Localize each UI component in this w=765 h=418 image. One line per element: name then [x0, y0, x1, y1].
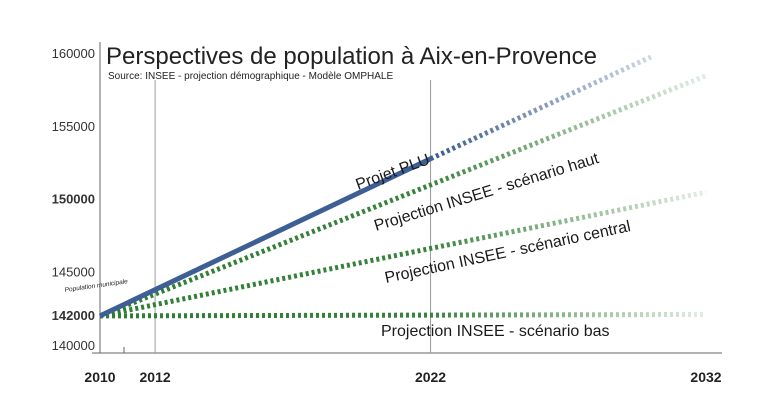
x-tick-label: 2010	[84, 369, 115, 385]
series-label-scenario-bas: Projection INSEE - scénario bas	[381, 323, 610, 340]
y-tick-label: 160000	[52, 46, 95, 61]
base-population-label: Population municipale	[64, 278, 128, 294]
x-tick-label: 2032	[690, 369, 721, 385]
axes	[92, 42, 722, 354]
series-layer	[98, 54, 707, 319]
series-extension-projet-plu	[429, 54, 652, 162]
series-line-projet-plu	[98, 156, 432, 319]
y-tick-label: 140000	[52, 338, 95, 353]
series-line-scenario-central	[99, 189, 707, 319]
x-tick-label: 2022	[415, 369, 446, 385]
reference-lines	[154, 80, 432, 353]
x-tick-labels: 2010 2012 2022 2032	[84, 369, 721, 385]
x-tick-label: 2012	[140, 369, 171, 385]
chart-subtitle: Source: INSEE - projection démographique…	[108, 71, 393, 82]
y-tick-label: 145000	[52, 264, 95, 279]
series-line-scenario-bas	[99, 311, 707, 319]
series-line-scenario-haut	[99, 73, 707, 319]
y-tick-labels: 160000 155000 150000 145000 142000 140000	[52, 46, 95, 353]
y-tick-label: 142000	[52, 308, 95, 323]
series-label-projet-plu: Projet PLU	[354, 151, 433, 193]
y-tick-label: 150000	[52, 192, 95, 207]
chart-title: Perspectives de population à Aix-en-Prov…	[106, 43, 597, 70]
y-tick-label: 155000	[52, 119, 95, 134]
